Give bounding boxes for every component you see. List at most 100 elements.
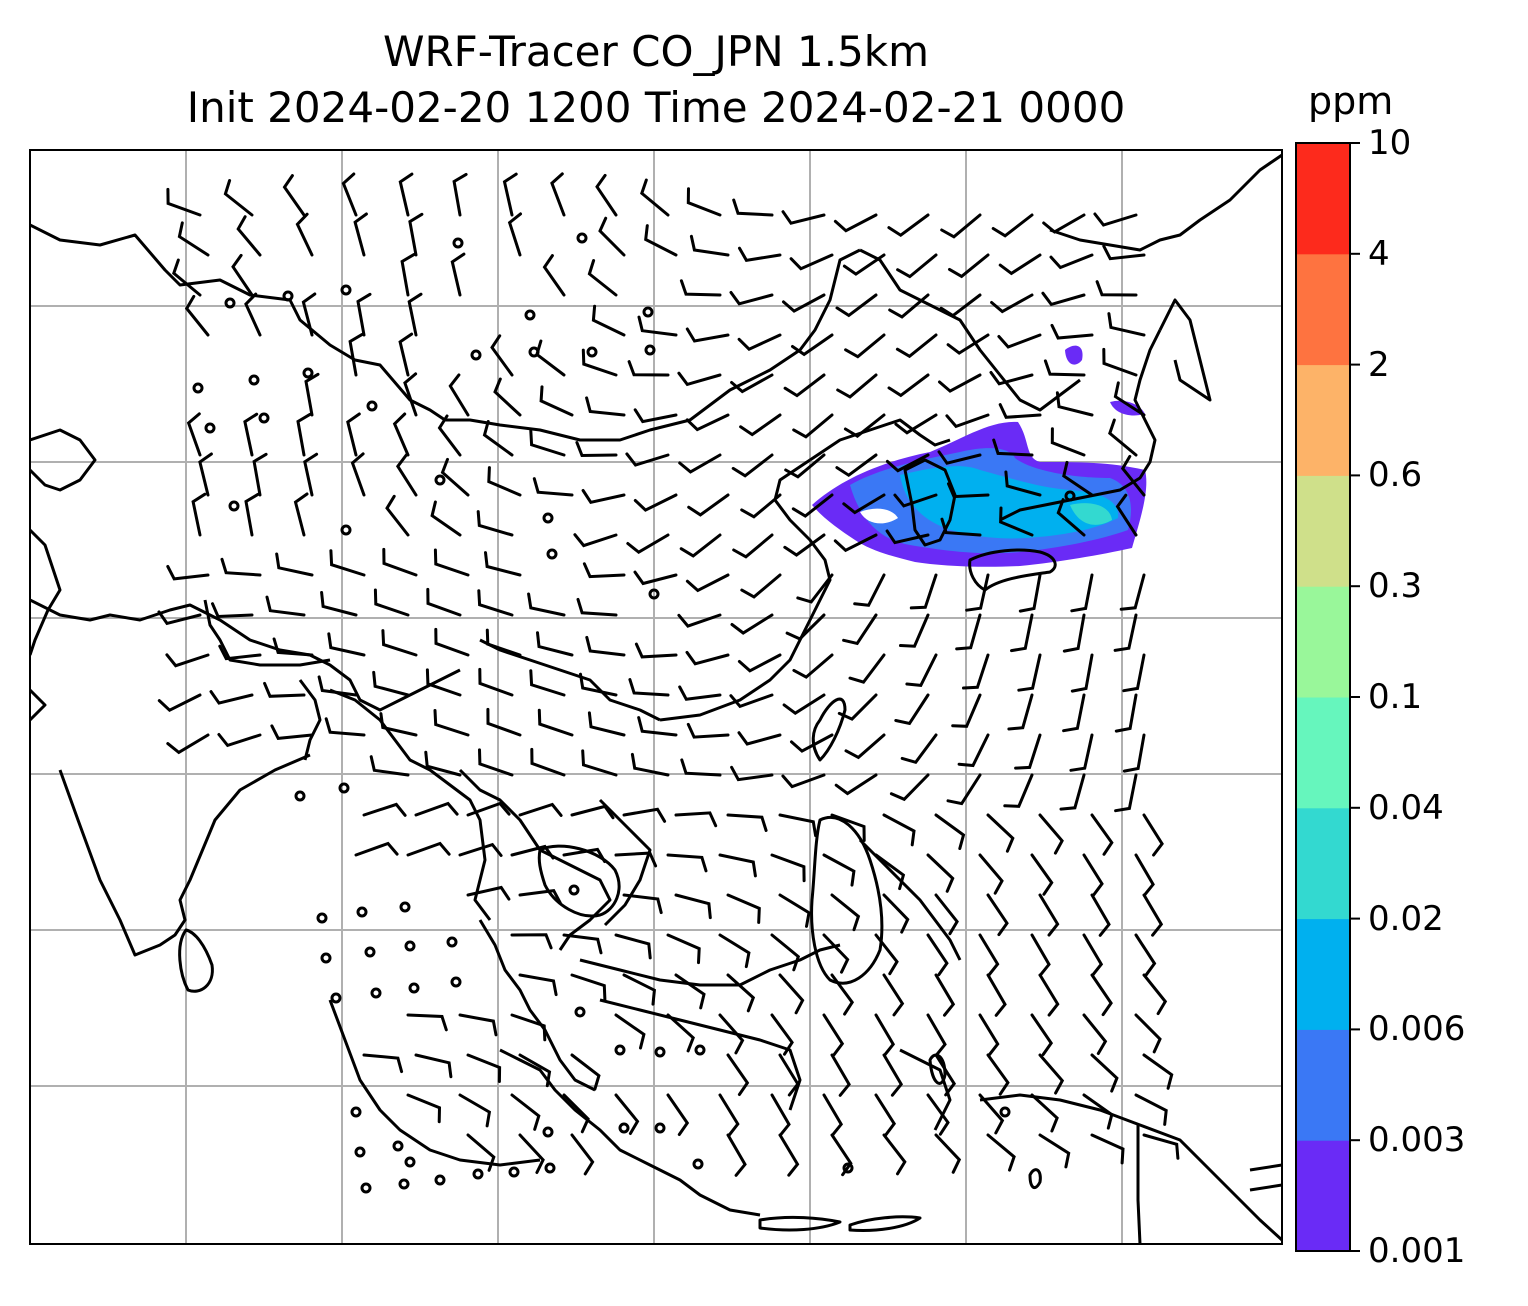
wind-barb — [1108, 418, 1138, 457]
colorbar-tick-label: 0.1 — [1368, 677, 1423, 717]
calm-marker — [644, 344, 656, 356]
wind-barb — [830, 893, 861, 932]
wind-barb — [350, 452, 366, 497]
wind-barb — [320, 591, 358, 617]
calm-marker — [842, 1162, 854, 1174]
wind-barb — [1010, 613, 1034, 653]
wind-barb — [848, 653, 886, 684]
wind-barb — [1090, 893, 1111, 937]
wind-barb — [486, 707, 522, 737]
wind-barb — [644, 224, 678, 257]
calm-marker — [404, 940, 416, 952]
wind-barb — [737, 731, 782, 746]
wind-barb — [830, 1133, 853, 1177]
wind-barb — [585, 396, 626, 417]
wind-barb — [1090, 1053, 1119, 1093]
wind-barb — [576, 597, 618, 617]
wind-barb — [874, 1093, 897, 1137]
wind-barb — [718, 933, 751, 969]
wind-barb — [211, 602, 254, 619]
calm-marker — [574, 1006, 586, 1018]
wind-barb — [458, 1013, 498, 1037]
wind-barb — [362, 802, 407, 817]
wind-barb — [414, 801, 459, 817]
wind-barb — [293, 492, 309, 537]
wind-barb — [236, 215, 262, 257]
wind-barb — [666, 1093, 690, 1136]
calm-marker — [330, 992, 342, 1004]
calm-marker — [472, 1168, 484, 1180]
wind-barb — [1134, 1093, 1168, 1126]
wind-barb — [270, 724, 314, 740]
wind-barb — [791, 493, 834, 518]
wind-barb — [998, 403, 1042, 419]
wind-barb — [1102, 347, 1138, 377]
wind-barb — [678, 685, 722, 701]
wind-barb — [372, 670, 410, 697]
wind-barb — [731, 453, 774, 478]
wind-barb — [382, 547, 418, 577]
wind-barb — [570, 804, 615, 820]
wind-barb — [518, 888, 562, 905]
wind-barb — [1042, 213, 1086, 234]
calm-marker — [356, 906, 368, 918]
wind-barb — [1090, 813, 1114, 856]
wind-barb — [842, 253, 886, 276]
calm-marker — [370, 987, 382, 999]
wind-barb — [243, 412, 259, 457]
wind-barb — [729, 291, 774, 306]
wind-barb — [633, 570, 678, 586]
wind-barb — [842, 613, 878, 646]
wind-barb — [986, 893, 1009, 937]
wind-barb — [440, 457, 470, 497]
wind-barb — [398, 332, 414, 377]
wind-barb — [1014, 733, 1042, 770]
wind-barb — [909, 573, 938, 610]
wind-barb — [329, 549, 366, 577]
wind-barb — [893, 493, 938, 508]
wind-barb — [265, 595, 306, 617]
calm-marker — [340, 524, 352, 536]
wind-barb — [535, 339, 566, 377]
wind-barb — [677, 371, 722, 387]
wind-barb — [926, 1013, 947, 1057]
calm-marker — [434, 474, 446, 486]
wind-barb — [887, 373, 930, 398]
calm-marker — [999, 1106, 1011, 1118]
wind-barb — [191, 492, 207, 537]
wind-barb — [263, 681, 306, 698]
wind-barb — [252, 452, 268, 497]
wind-barb — [729, 693, 774, 709]
wind-barb — [965, 573, 990, 612]
wind-barb — [1069, 733, 1094, 772]
wind-barb — [785, 613, 826, 641]
wind-barb — [882, 893, 910, 934]
wind-barb — [466, 1133, 496, 1172]
wind-barb — [529, 669, 566, 697]
wind-barb — [792, 413, 834, 439]
wind-barb — [172, 258, 202, 297]
calm-marker — [350, 1106, 362, 1118]
wind-barb — [998, 253, 1042, 276]
wind-barb — [424, 750, 462, 777]
wind-barb — [434, 627, 470, 657]
wind-barb — [679, 279, 722, 297]
wind-barb — [781, 773, 826, 789]
wind-barb — [369, 755, 410, 777]
wind-barb — [685, 413, 730, 432]
wind-barb — [726, 893, 761, 924]
wind-barb — [844, 333, 886, 359]
wind-barb — [830, 973, 855, 1016]
wind-barb — [1120, 454, 1146, 497]
wind-barb — [614, 1093, 640, 1135]
wind-barb — [458, 842, 503, 857]
wind-barb — [899, 613, 930, 648]
wind-barb — [685, 327, 730, 343]
wind-barb — [1070, 653, 1094, 693]
wind-barb — [570, 1133, 595, 1176]
wind-barb — [1082, 1093, 1114, 1130]
wind-barb — [510, 1013, 547, 1042]
wind-barb — [1082, 1013, 1108, 1055]
wind-barb — [778, 813, 818, 838]
wind-barb — [1038, 973, 1060, 1017]
